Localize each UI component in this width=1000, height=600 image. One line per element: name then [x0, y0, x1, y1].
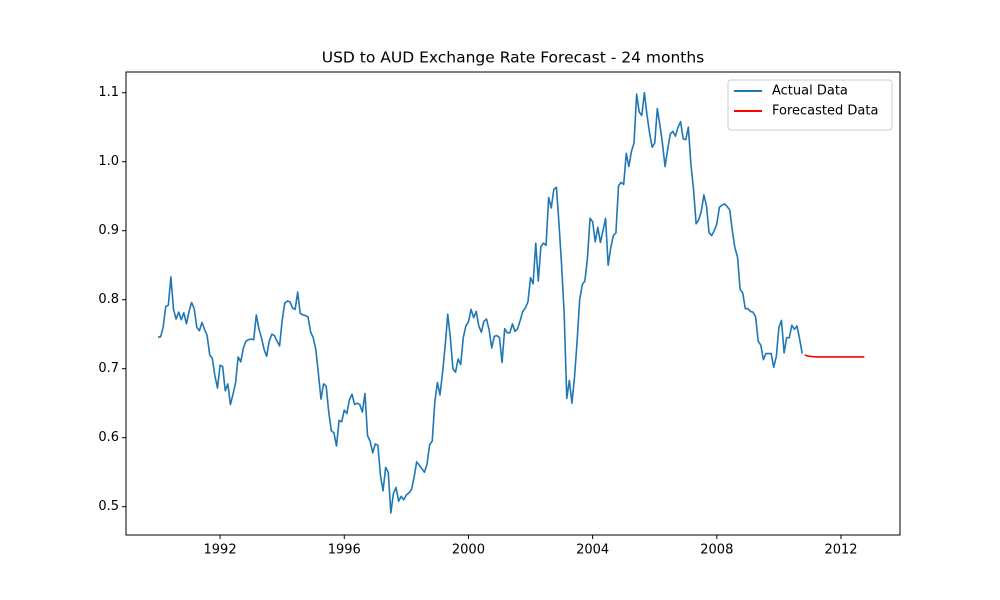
y-tick-label: 0.8: [98, 292, 119, 307]
series-line: [157, 91, 803, 514]
y-tick-label: 1.0: [98, 154, 119, 169]
chart-title: USD to AUD Exchange Rate Forecast - 24 m…: [322, 49, 705, 67]
x-tick-label: 2000: [452, 543, 485, 558]
y-tick-label: 1.1: [98, 85, 119, 100]
x-tick-label: 2008: [700, 543, 733, 558]
x-tick-label: 1992: [204, 543, 237, 558]
x-tick-label: 2004: [576, 543, 609, 558]
y-tick-label: 0.5: [98, 499, 119, 514]
y-tick-label: 0.9: [98, 223, 119, 238]
legend-label: Forecasted Data: [772, 104, 878, 119]
legend-label: Actual Data: [772, 84, 848, 99]
x-tick-label: 1996: [328, 543, 361, 558]
series-line: [804, 354, 865, 358]
y-tick-label: 0.7: [98, 361, 119, 376]
y-tick-label: 0.6: [98, 430, 119, 445]
plot-area: [157, 91, 865, 514]
legend-box: [727, 79, 893, 131]
x-tick-label: 2012: [824, 543, 857, 558]
axes-frame: [125, 71, 901, 536]
